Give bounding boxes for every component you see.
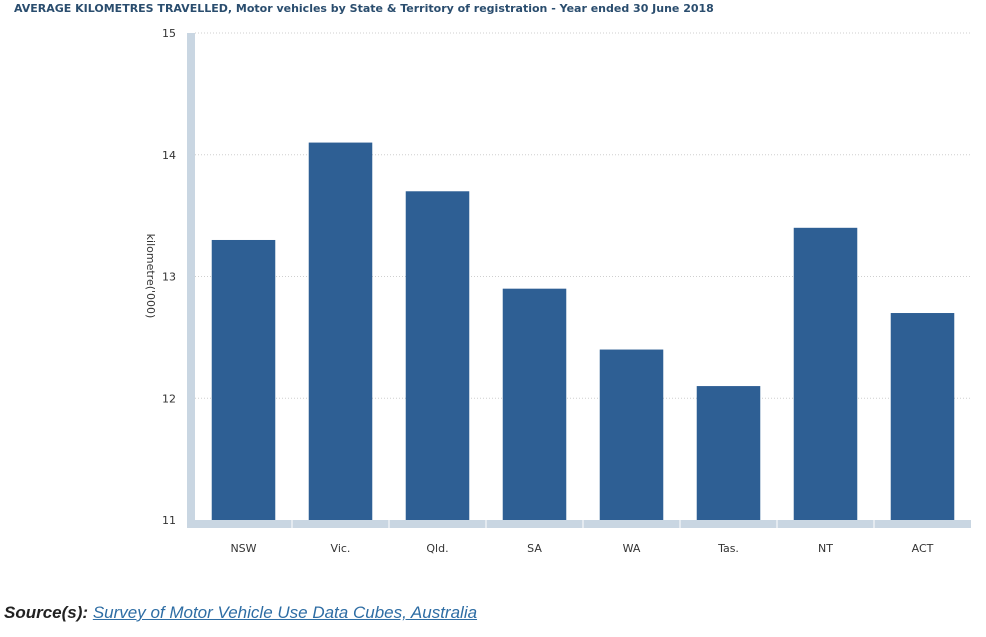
chart-title: AVERAGE KILOMETRES TRAVELLED, Motor vehi…: [14, 2, 714, 15]
source-line: Source(s): Survey of Motor Vehicle Use D…: [4, 603, 477, 623]
axes: [187, 33, 971, 528]
y-tick-label: 11: [162, 514, 176, 527]
bar-act[interactable]: [890, 313, 955, 520]
bar-vic[interactable]: [308, 142, 373, 520]
x-tick-label: Vic.: [331, 542, 351, 555]
x-tick-label: WA: [623, 542, 641, 555]
bar-sa[interactable]: [502, 288, 567, 520]
y-axis-title: kilometre('000): [144, 234, 157, 319]
y-axis-line: [187, 33, 195, 524]
x-tick-label: ACT: [912, 542, 934, 555]
x-tick-label: NSW: [230, 542, 256, 555]
bar-qld[interactable]: [405, 191, 470, 520]
y-tick-label: 15: [162, 27, 176, 40]
y-tick-label: 14: [162, 149, 176, 162]
x-tick-label: Qld.: [426, 542, 448, 555]
x-tick-labels: NSW Vic. Qld. SA WA Tas. NT ACT: [230, 542, 933, 555]
x-tick-label: Tas.: [717, 542, 739, 555]
bar-nsw[interactable]: [211, 239, 276, 520]
bar-nt[interactable]: [793, 227, 858, 521]
y-tick-labels: 11 12 13 14 15: [162, 27, 176, 527]
source-link[interactable]: Survey of Motor Vehicle Use Data Cubes, …: [92, 603, 478, 622]
x-tick-label: SA: [527, 542, 542, 555]
y-tick-label: 13: [162, 271, 176, 284]
source-label: Source(s):: [4, 603, 89, 622]
x-tick-label: NT: [818, 542, 833, 555]
x-axis-line: [187, 520, 971, 528]
y-tick-label: 12: [162, 392, 176, 405]
bar-wa[interactable]: [599, 349, 664, 520]
bars: [211, 142, 955, 521]
bar-chart: 11 12 13 14 15 NSW Vic. Qld. SA WA Tas. NT ACT kilo…: [144, 27, 971, 555]
bar-tas[interactable]: [696, 386, 761, 520]
